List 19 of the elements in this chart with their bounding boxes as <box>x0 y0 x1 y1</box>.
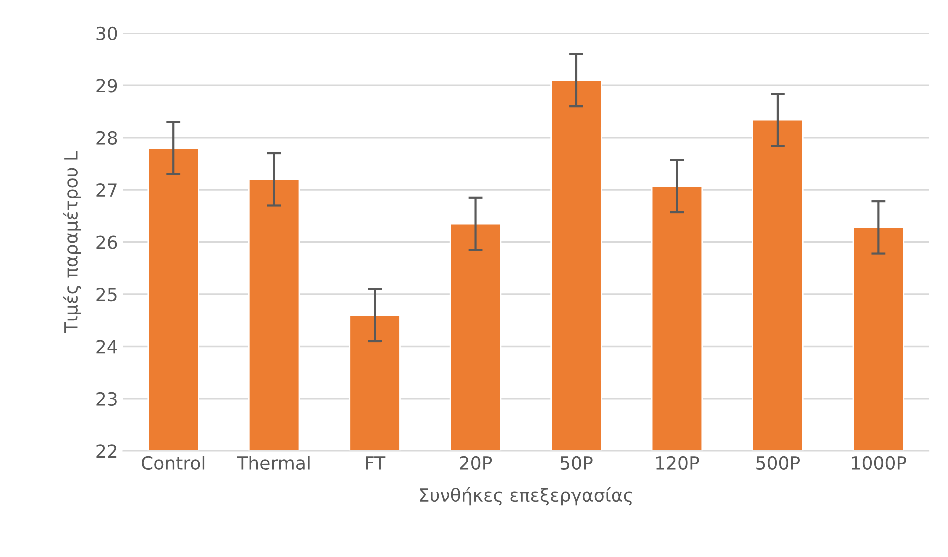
y-tick-label: 25 <box>96 288 117 302</box>
y-tick-label: 23 <box>96 392 117 406</box>
x-tick-label: 500P <box>756 456 800 470</box>
y-tick-label: 28 <box>96 131 118 145</box>
y-tick-label: 30 <box>96 26 118 41</box>
x-tick-label: FT <box>366 456 386 470</box>
x-tick-label: Thermal <box>237 456 310 470</box>
x-tick-label: 120P <box>656 456 700 470</box>
x-axis-title: Συνθήκες επεξεργασίας <box>420 487 632 506</box>
x-tick-label: 50P <box>560 456 593 470</box>
x-tick-label: 20P <box>460 456 492 470</box>
x-tick-label: Control <box>142 456 205 470</box>
y-tick-label: 29 <box>96 79 118 93</box>
y-tick-label: 26 <box>96 236 118 250</box>
y-axis-title: Τιμές παραμέτρου L <box>63 152 82 334</box>
x-tick-label: 1000P <box>852 456 906 470</box>
y-tick-label: 24 <box>96 340 118 354</box>
y-tick-label: 22 <box>96 444 117 458</box>
y-tick-label: 27 <box>96 184 117 197</box>
